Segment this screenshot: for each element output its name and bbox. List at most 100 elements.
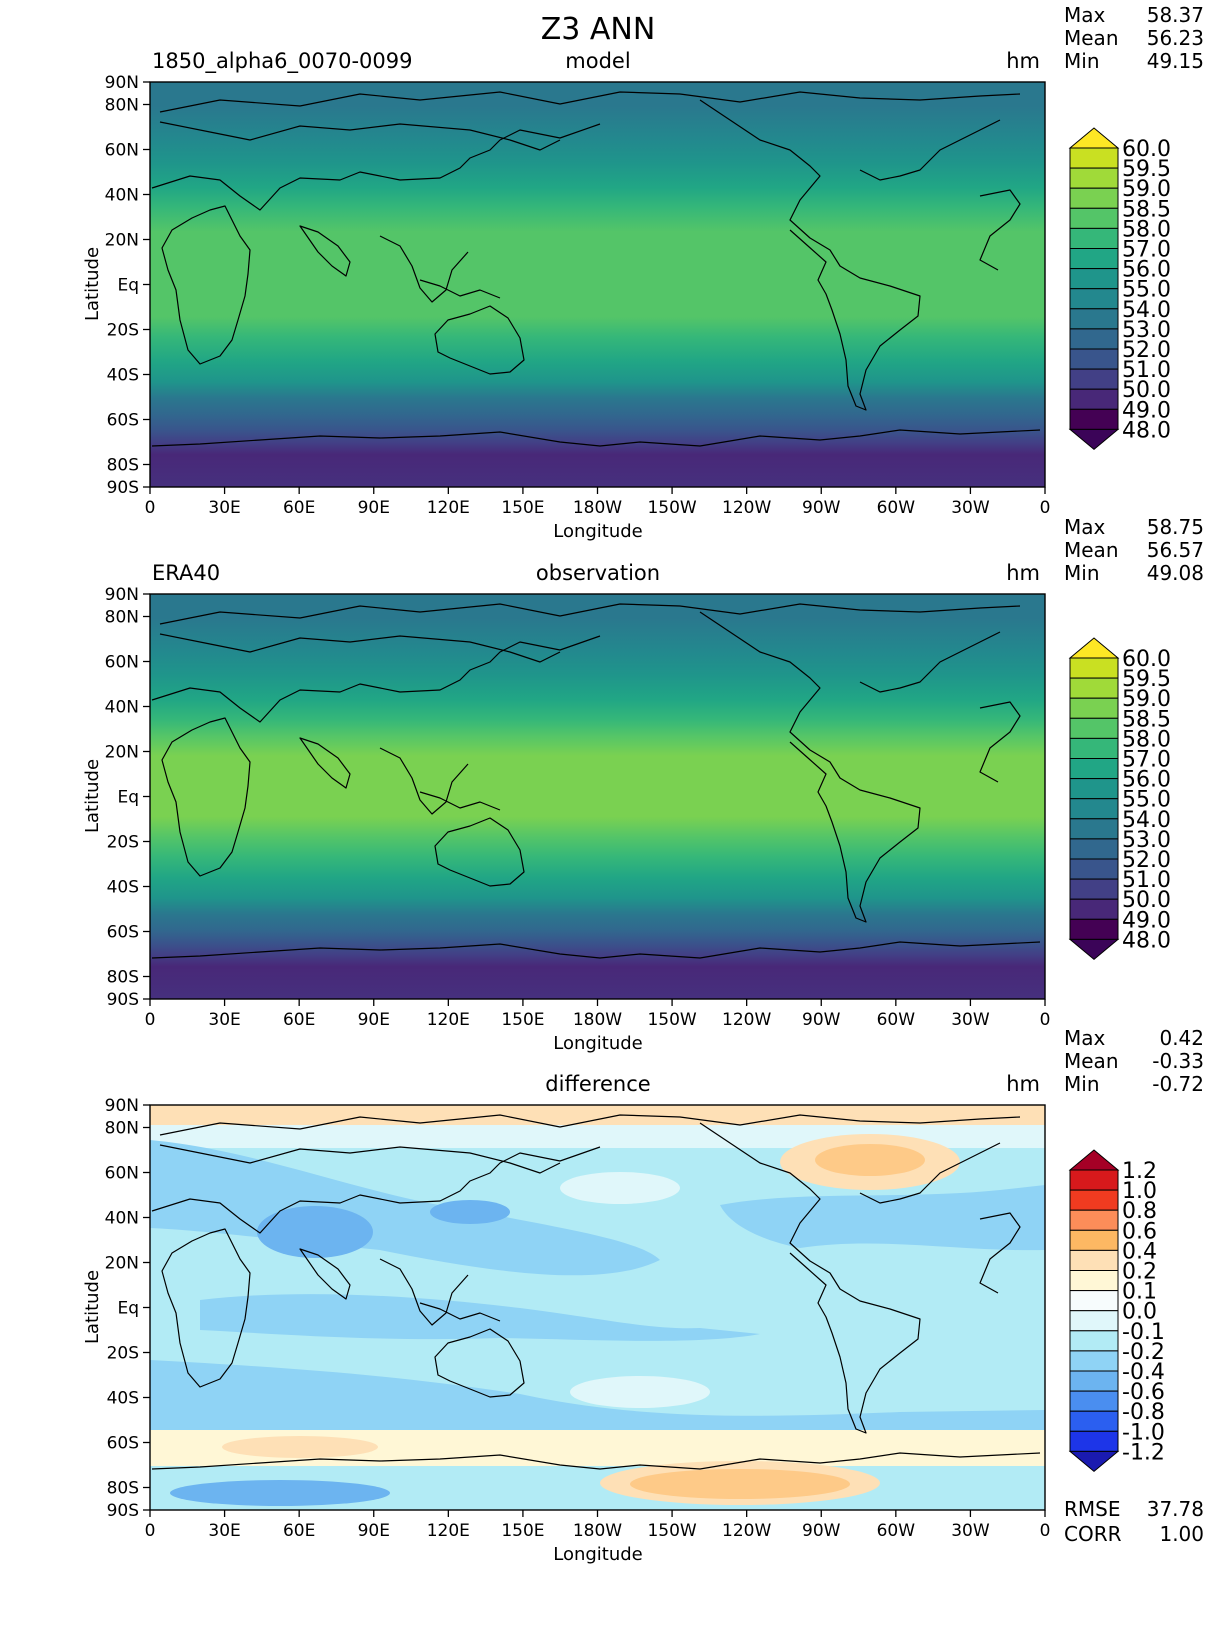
difference-indian-ocean-sector	[222, 1436, 378, 1458]
x-tick-label: 30E	[208, 498, 240, 518]
colorbar-label: 1.2	[1122, 1159, 1157, 1184]
x-tick-label: 150E	[501, 1521, 544, 1541]
stat-value: -0.72	[1152, 1072, 1204, 1096]
stat-label: Mean	[1064, 1049, 1119, 1073]
x-tick-label: 60W	[877, 1521, 916, 1541]
y-tick-label: Eq	[117, 788, 139, 808]
colorbar-swatch	[1069, 1169, 1119, 1191]
x-tick-label: 180W	[573, 498, 622, 518]
colorbar-label: 60.0	[1122, 647, 1171, 672]
x-tick-label: 120E	[427, 1521, 470, 1541]
x-tick-label: 30W	[951, 1521, 990, 1541]
y-tick-label: 80S	[107, 456, 139, 476]
colorbar-swatch	[1069, 918, 1119, 940]
y-tick-label: 20N	[105, 743, 139, 763]
y-tick-label: Eq	[117, 276, 139, 296]
colorbar-swatch	[1069, 858, 1119, 880]
colorbar-label: 0.4	[1122, 1239, 1157, 1264]
x-tick-label: 90E	[358, 1521, 390, 1541]
colorbar-swatch	[1069, 248, 1119, 270]
x-tick-label: 60E	[283, 1010, 315, 1030]
stat-value: 56.57	[1147, 538, 1204, 562]
stat-label: Max	[1064, 1026, 1106, 1050]
colorbar-swatch	[1069, 838, 1119, 860]
colorbar-label: 0.0	[1122, 1300, 1157, 1325]
y-tick-label: 60N	[105, 653, 139, 673]
model-left-label: 1850_alpha6_0070-0099	[152, 49, 412, 74]
colorbar-label: 57.0	[1122, 238, 1171, 263]
x-tick-label: 150W	[647, 1521, 696, 1541]
observation-y-axis-label: Latitude	[82, 759, 103, 833]
difference-x-axis-label: Longitude	[553, 1544, 643, 1565]
colorbar-swatch	[1069, 737, 1119, 760]
colorbar-label: 54.0	[1122, 298, 1171, 323]
colorbar-swatch	[1069, 1270, 1119, 1292]
y-tick-label: 80N	[105, 96, 139, 116]
colorbar-label: 0.8	[1122, 1199, 1157, 1224]
difference-colorbar: 1.21.00.80.60.40.20.10.0-0.1-0.2-0.4-0.6…	[1068, 1149, 1165, 1473]
y-tick-label: 40N	[105, 698, 139, 718]
x-tick-label: 90W	[802, 498, 841, 518]
observation-colorbar: 60.059.559.058.558.057.056.055.054.053.0…	[1068, 637, 1171, 961]
colorbar-swatch	[1069, 227, 1119, 249]
difference-southern-band	[150, 1360, 1045, 1440]
difference-america-atlantic-anomaly	[720, 1185, 1045, 1251]
x-tick-label: 90E	[358, 1010, 390, 1030]
colorbar-top-triangle	[1068, 127, 1120, 149]
observation-unit-label: hm	[1006, 561, 1040, 585]
difference-negative-band-north	[150, 1140, 660, 1276]
colorbar-top-triangle	[1068, 637, 1120, 659]
colorbar-label: -0.1	[1122, 1320, 1165, 1345]
x-tick-label: 0	[145, 1010, 156, 1030]
observation-left-label: ERA40	[152, 561, 220, 585]
y-tick-label: 60N	[105, 1164, 139, 1184]
colorbar-swatch	[1069, 1229, 1119, 1251]
x-tick-label: 60E	[283, 498, 315, 518]
stat-label: Max	[1064, 3, 1106, 27]
difference-center-label: difference	[545, 1072, 650, 1096]
colorbar-label: 58.5	[1122, 707, 1171, 732]
y-tick-label: 90S	[107, 1501, 139, 1521]
x-tick-label: 90W	[802, 1010, 841, 1030]
model-y-axis-label: Latitude	[82, 247, 103, 321]
x-tick-label: 120E	[427, 1010, 470, 1030]
y-tick-label: Eq	[117, 1299, 139, 1319]
observation-field	[150, 594, 1045, 999]
stat-value: 0.42	[1159, 1026, 1204, 1050]
colorbar-label: 59.5	[1122, 157, 1171, 182]
colorbar-label: 59.5	[1122, 667, 1171, 692]
difference-antarctic-anomaly	[170, 1480, 390, 1506]
colorbar-swatch	[1069, 308, 1119, 330]
colorbar-label: 52.0	[1122, 848, 1171, 873]
model-colorbar: 60.059.559.058.558.057.056.055.054.053.0…	[1068, 127, 1171, 451]
colorbar-swatch	[1069, 368, 1119, 390]
y-tick-label: 60S	[107, 923, 139, 943]
x-tick-label: 120E	[427, 498, 470, 518]
colorbar-label: 53.0	[1122, 828, 1171, 853]
rmse-label: RMSE	[1064, 1497, 1120, 1521]
y-tick-label: 20S	[107, 321, 139, 341]
model-center-label: model	[565, 49, 630, 73]
difference-greenland-core	[815, 1144, 925, 1176]
colorbar-swatch	[1069, 288, 1119, 310]
y-tick-label: 40S	[107, 1389, 139, 1409]
model-unit-label: hm	[1006, 49, 1040, 73]
y-tick-label: 80S	[107, 1479, 139, 1499]
y-tick-label: 20N	[105, 1254, 139, 1274]
colorbar-swatch	[1069, 348, 1119, 370]
stat-label: Mean	[1064, 26, 1119, 50]
colorbar-swatch	[1069, 207, 1119, 229]
colorbar-label: 58.0	[1122, 217, 1171, 242]
x-tick-label: 150E	[501, 1010, 544, 1030]
y-tick-label: 90S	[107, 990, 139, 1010]
difference-arctic-band	[150, 1105, 1045, 1125]
y-tick-label: 40S	[107, 366, 139, 386]
colorbar-label: 49.0	[1122, 908, 1171, 933]
colorbar-swatch	[1069, 1370, 1119, 1392]
y-tick-label: 90N	[105, 1096, 139, 1116]
